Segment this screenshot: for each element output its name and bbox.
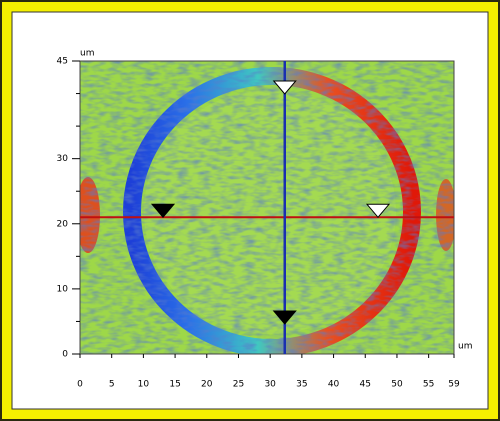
x-tick-label: 40 <box>328 380 340 390</box>
x-tick-label: 30 <box>264 380 276 390</box>
x-tick-label: 25 <box>233 380 244 390</box>
screen: um um 0 10 20 30 45 0 5 10 15 20 25 30 35 40 45 50 55 59 <box>0 0 500 421</box>
x-tick-label: 50 <box>391 380 403 390</box>
x-tick-label: 15 <box>169 380 180 390</box>
y-tick-label: 45 <box>57 57 68 67</box>
y-tick-label: 20 <box>57 219 69 229</box>
x-tick-label: 55 <box>423 380 434 390</box>
y-unit: um <box>80 49 94 59</box>
x-tick-label: 0 <box>77 380 83 390</box>
x-tick-label: 10 <box>138 380 150 390</box>
y-tick-label: 30 <box>57 154 69 164</box>
texture <box>80 61 454 354</box>
x-tick-label: 59 <box>448 380 460 390</box>
image <box>76 61 456 354</box>
x-tick-label: 35 <box>296 380 307 390</box>
x-tick-label: 5 <box>109 380 115 390</box>
y-tick-label: 10 <box>57 284 69 294</box>
x-tick-label: 45 <box>360 380 371 390</box>
x-tick-label: 20 <box>201 380 213 390</box>
y-tick-label: 0 <box>62 350 68 360</box>
x-unit: um <box>458 342 472 352</box>
